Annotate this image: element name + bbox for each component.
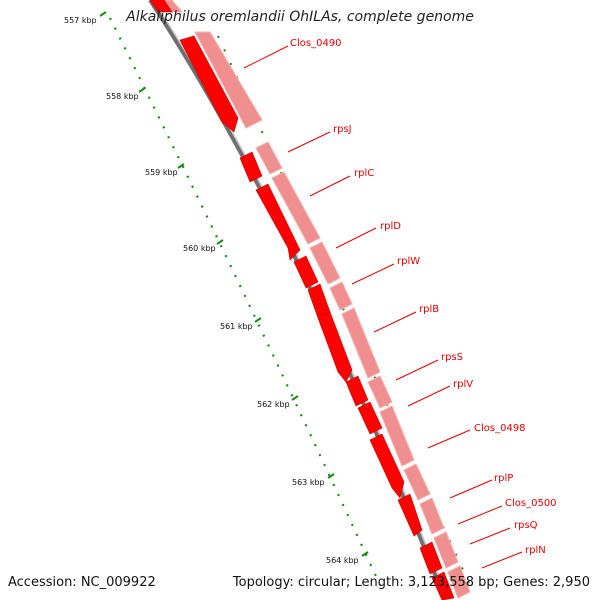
gene-label: rplN — [525, 545, 546, 556]
kbp-ticks: 557 kbp 558 kbp 559 kbp 560 kbp 561 kbp … — [64, 11, 369, 565]
cds-arrow — [293, 255, 319, 289]
cds-light-block — [447, 565, 471, 599]
leader-line — [457, 505, 503, 525]
accession-label: Accession: NC_009922 — [8, 575, 156, 590]
leader-line — [395, 359, 439, 381]
leader-line — [309, 175, 351, 197]
gene-label: rpsQ — [514, 520, 538, 531]
cds-arrow — [239, 151, 263, 183]
cds-light-block — [271, 171, 321, 245]
leader-line — [469, 527, 511, 545]
cds-arrow — [431, 571, 455, 600]
kbp-tick — [361, 551, 369, 557]
gene-label: rplW — [397, 256, 420, 267]
leader-line — [287, 131, 331, 153]
cds-arrow — [345, 375, 369, 407]
cds-light-block — [341, 307, 381, 379]
kbp-tick — [254, 317, 262, 323]
leader-line — [373, 311, 417, 333]
kbp-tick — [138, 87, 146, 93]
gene-label: rplB — [419, 304, 439, 315]
cds-light-block — [329, 281, 353, 311]
kbp-tick — [177, 163, 185, 169]
kbp-tick — [291, 395, 299, 401]
leader-line — [449, 479, 493, 499]
gene-leaders — [243, 45, 523, 569]
gene-label: rplV — [453, 379, 473, 390]
cds-light-block — [419, 497, 445, 535]
cds-light-block — [309, 241, 341, 285]
cds-light-block — [433, 531, 459, 569]
map-title: Alkaliphilus oremlandii OhILAs, complete… — [126, 9, 474, 25]
cds-light-block — [403, 463, 431, 501]
kbp-label: 563 kbp — [292, 478, 325, 487]
gene-label: rpsS — [441, 352, 463, 363]
kbp-label: 562 kbp — [257, 400, 290, 409]
inner-cds-track — [149, 0, 455, 600]
gene-label: Clos_0498 — [474, 423, 526, 434]
cds-arrow — [369, 433, 405, 499]
kbp-tick — [99, 11, 107, 17]
kbp-label: 561 kbp — [220, 322, 253, 331]
gene-label: Clos_0500 — [505, 498, 557, 509]
kbp-tick — [216, 239, 224, 245]
kbp-label: 560 kbp — [183, 244, 216, 253]
leader-line — [427, 429, 471, 449]
genome-summary: Topology: circular; Length: 3,123,558 bp… — [232, 575, 590, 590]
gene-label: Clos_0490 — [290, 38, 342, 49]
cds-arrow — [357, 401, 383, 435]
cds-arrow — [317, 311, 353, 383]
cds-arrow — [179, 35, 239, 133]
kbp-tick — [327, 473, 335, 479]
cds-arrow — [419, 541, 443, 575]
leader-line — [243, 45, 289, 69]
leader-line — [335, 227, 377, 249]
gene-label: rplP — [494, 473, 513, 484]
cds-arrow — [307, 283, 331, 319]
kbp-label: 557 kbp — [64, 16, 97, 25]
gene-label: rplD — [380, 221, 401, 232]
cds-light-block — [194, 31, 263, 129]
leader-line — [351, 263, 395, 285]
gene-label: rplC — [354, 168, 374, 179]
cds-arrow — [397, 493, 423, 537]
leader-line — [407, 385, 451, 407]
cds-light-block — [367, 375, 393, 409]
kbp-label: 559 kbp — [145, 168, 178, 177]
gene-labels: Clos_0490 rpsJ rplC rplD rplW rplB rpsS … — [290, 38, 557, 556]
cds-light-block — [379, 405, 415, 467]
outer-cds-track — [159, 0, 471, 599]
cds-arrow — [149, 0, 173, 13]
kbp-label: 564 kbp — [326, 556, 359, 565]
leader-line — [481, 551, 523, 569]
cds-light-block — [255, 141, 283, 175]
cds-arrow — [255, 183, 301, 261]
kbp-guide — [109, 17, 471, 586]
gene-label: rpsJ — [333, 124, 352, 135]
kbp-label: 558 kbp — [106, 92, 139, 101]
